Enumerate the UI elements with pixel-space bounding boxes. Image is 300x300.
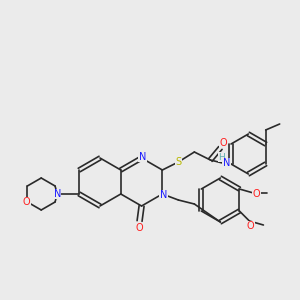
Text: O: O: [247, 221, 254, 231]
Text: O: O: [253, 189, 260, 199]
Text: O: O: [220, 138, 227, 148]
Text: H: H: [218, 152, 225, 161]
Text: N: N: [53, 189, 61, 199]
Text: N: N: [223, 158, 230, 168]
Text: O: O: [136, 223, 143, 233]
Text: O: O: [22, 197, 30, 207]
Text: N: N: [160, 190, 167, 200]
Text: S: S: [175, 157, 182, 167]
Text: N: N: [139, 152, 146, 162]
